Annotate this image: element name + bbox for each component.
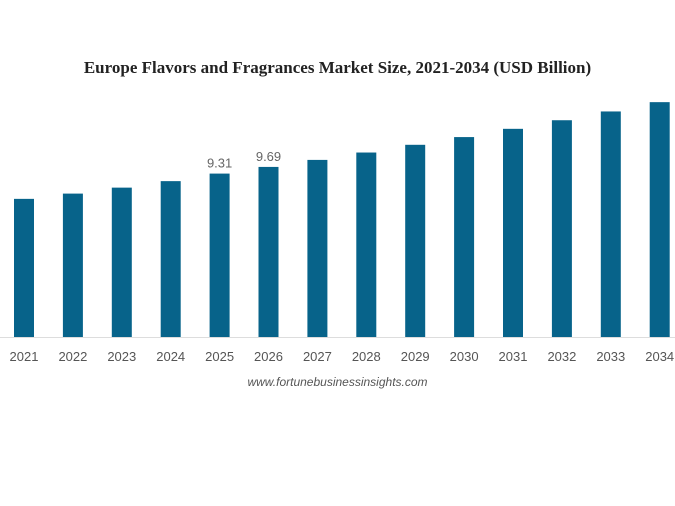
x-tick-label: 2022 [58, 349, 87, 364]
chart-title: Europe Flavors and Fragrances Market Siz… [83, 58, 592, 77]
data-label-2025: 9.31 [207, 156, 232, 171]
bar-2031 [503, 128, 523, 337]
bar-2028 [356, 152, 377, 337]
bar-2023 [111, 187, 132, 337]
x-tick-label: 2033 [596, 349, 625, 364]
x-tick-label: 2032 [547, 349, 576, 364]
x-tick-label: 2034 [645, 349, 674, 364]
bar-2025 [209, 173, 230, 337]
bar-2034 [649, 102, 670, 337]
x-tick-label: 2021 [10, 349, 39, 364]
x-tick-label: 2026 [254, 349, 283, 364]
x-tick-label: 2025 [205, 349, 234, 364]
bar-2030 [454, 137, 475, 337]
bar-2027 [307, 159, 328, 337]
x-tick-label: 2031 [499, 349, 528, 364]
data-label-2026: 9.69 [256, 149, 281, 164]
x-tick-label: 2030 [450, 349, 479, 364]
bar-2029 [405, 144, 426, 337]
bar-2021 [14, 198, 34, 337]
x-tick-label: 2027 [303, 349, 332, 364]
x-tick-label: 2023 [107, 349, 136, 364]
bar-2022 [62, 193, 83, 337]
bar-2032 [551, 120, 572, 337]
bar-2033 [600, 111, 621, 338]
x-tick-label: 2028 [352, 349, 381, 364]
bar-2024 [160, 181, 181, 337]
x-tick-label: 2024 [156, 349, 185, 364]
bar-2026 [258, 166, 279, 337]
x-tick-label: 2029 [401, 349, 430, 364]
source-text: www.fortunebusinessinsights.com [247, 375, 428, 389]
